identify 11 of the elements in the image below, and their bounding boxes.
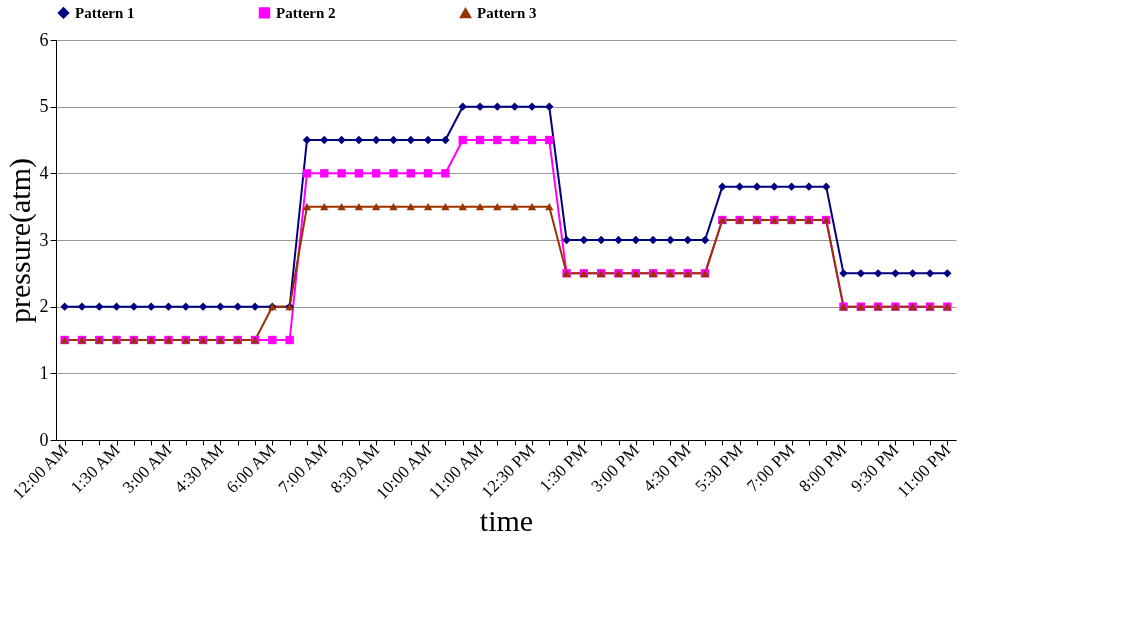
y-tick-label: 6 xyxy=(39,29,49,50)
x-axis-title: time xyxy=(479,503,534,537)
y-tick-label: 3 xyxy=(39,229,49,250)
y-tick-label: 2 xyxy=(39,296,49,317)
y-tick-label: 4 xyxy=(39,162,49,183)
legend-label: Pattern 3 xyxy=(477,5,537,22)
y-axis-title: pressure(atm) xyxy=(2,158,37,323)
legend-label: Pattern 2 xyxy=(276,4,336,21)
y-tick-label: 1 xyxy=(39,362,49,383)
y-tick-label: 5 xyxy=(39,96,49,117)
legend-label: Pattern 1 xyxy=(75,4,135,21)
